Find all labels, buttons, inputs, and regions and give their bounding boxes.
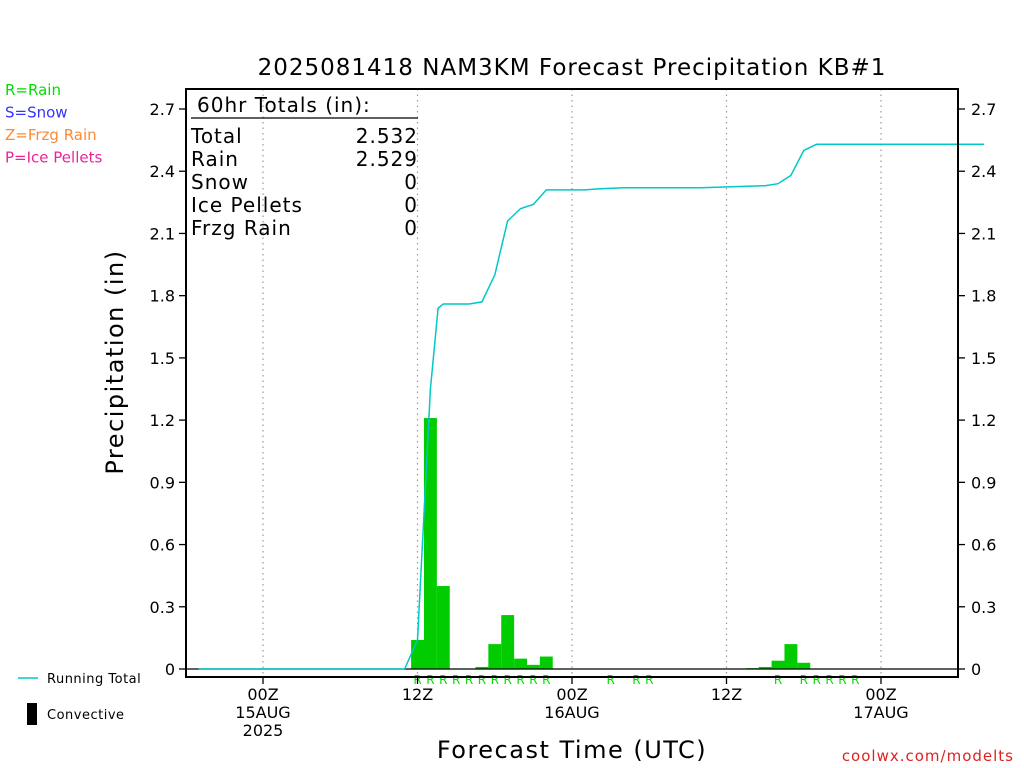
x-tick-label-0-1: 15AUG — [235, 703, 290, 722]
credit-text: coolwx.com/modelts — [842, 747, 1014, 765]
series-legend: Running Total Convective — [18, 672, 141, 725]
precip-type-marks: RRRRRRRRRRRRRRRRRRRR — [413, 673, 859, 687]
y-tick-label-right-3: 0.9 — [971, 473, 996, 492]
precip-type-mark-17: R — [825, 673, 833, 687]
precip-bar-5 — [475, 666, 489, 669]
y-tick-label-left-2: 0.6 — [150, 536, 175, 555]
running-total-series — [198, 143, 984, 670]
y-tick-label-right-1: 0.3 — [971, 598, 996, 617]
x-tick-label-4-0: 00Z — [865, 685, 896, 704]
precip-bar-18 — [784, 644, 798, 669]
precip-type-mark-12: R — [632, 673, 640, 687]
precip-type-mark-1: R — [426, 673, 434, 687]
totals-box: 60hr Totals (in): Total 2.532 Rain 2.529 Sno… — [190, 93, 418, 240]
x-axis-title: Forecast Time (UTC) — [437, 736, 707, 764]
precip-type-mark-19: R — [851, 673, 859, 687]
totals-label-1: Rain — [191, 147, 239, 171]
running-total-line — [198, 143, 984, 670]
legend-label-0: Running Total — [47, 672, 141, 687]
y-tick-label-right-4: 1.2 — [971, 411, 996, 430]
x-tick-label-2-1: 16AUG — [544, 703, 599, 722]
y-tick-label-left-6: 1.8 — [150, 287, 175, 306]
y-tick-label-right-8: 2.4 — [971, 162, 996, 181]
totals-rows: Total 2.532 Rain 2.529 Snow 0 Ice Pellets 0 Frzg… — [190, 124, 418, 240]
precip-bar-8 — [514, 658, 527, 669]
totals-header: 60hr Totals (in): — [197, 93, 371, 117]
y-tick-label-right-5: 1.5 — [971, 349, 996, 368]
precip-bar-9 — [526, 664, 540, 669]
precip-type-mark-18: R — [838, 673, 846, 687]
precip-type-mark-7: R — [503, 673, 511, 687]
chart-title: 2025081418 NAM3KM Forecast Precipitation… — [258, 55, 887, 81]
totals-value-4: 0 — [404, 216, 418, 240]
precip-type-mark-2: R — [439, 673, 447, 687]
precip-type-legend-0: R=Rain — [5, 81, 61, 99]
totals-label-0: Total — [190, 124, 243, 148]
totals-value-1: 2.529 — [356, 147, 418, 171]
bar-series — [411, 418, 811, 670]
precip-bar-7 — [501, 615, 515, 669]
precip-bar-17 — [771, 660, 785, 669]
y-tick-label-right-0: 0 — [971, 660, 981, 679]
x-tick-label-0-2: 2025 — [243, 721, 284, 740]
y-tick-label-left-4: 1.2 — [150, 411, 175, 430]
precip-type-mark-14: R — [774, 673, 782, 687]
precip-type-legend-2: Z=Frzg Rain — [5, 126, 97, 144]
totals-value-0: 2.532 — [356, 124, 418, 148]
totals-label-2: Snow — [191, 170, 249, 194]
y-tick-label-left-0: 0 — [165, 660, 175, 679]
precip-type-mark-5: R — [478, 673, 486, 687]
totals-value-3: 0 — [404, 193, 418, 217]
precip-bar-16 — [758, 666, 772, 669]
y-tick-label-right-9: 2.7 — [971, 100, 996, 119]
precip-type-mark-4: R — [465, 673, 473, 687]
y-tick-label-right-7: 2.1 — [971, 224, 996, 243]
legend-label-1: Convective — [47, 708, 125, 723]
precip-type-legend: R=Rain S=Snow Z=Frzg Rain P=Ice Pellets — [5, 81, 102, 167]
x-tick-label-4-1: 17AUG — [853, 703, 908, 722]
grid-lines — [262, 89, 882, 677]
precip-bar-6 — [488, 644, 502, 669]
y-tick-label-left-9: 2.7 — [150, 100, 175, 119]
totals-label-4: Frzg Rain — [191, 216, 292, 240]
totals-label-3: Ice Pellets — [191, 193, 303, 217]
precip-type-mark-3: R — [452, 673, 460, 687]
x-tick-label-2-0: 00Z — [556, 685, 587, 704]
y-tick-label-left-7: 2.1 — [150, 224, 175, 243]
precip-bar-1 — [423, 418, 437, 669]
precip-type-mark-9: R — [529, 673, 537, 687]
x-tick-label-1-0: 12Z — [402, 685, 433, 704]
precip-type-mark-11: R — [606, 673, 614, 687]
precip-type-mark-16: R — [812, 673, 820, 687]
y-tick-label-left-8: 2.4 — [150, 162, 175, 181]
y-tick-label-left-3: 0.9 — [150, 473, 175, 492]
precip-type-mark-6: R — [491, 673, 499, 687]
precip-bar-19 — [797, 662, 811, 669]
y-tick-label-left-5: 1.5 — [150, 349, 175, 368]
precip-type-legend-3: P=Ice Pellets — [5, 149, 102, 167]
y-tick-label-right-6: 1.8 — [971, 287, 996, 306]
x-tick-label-3-0: 12Z — [711, 685, 742, 704]
precip-type-mark-13: R — [645, 673, 653, 687]
precip-bar-10 — [539, 656, 553, 669]
precip-type-mark-8: R — [516, 673, 524, 687]
precip-type-legend-1: S=Snow — [5, 104, 68, 122]
precip-type-mark-15: R — [800, 673, 808, 687]
y-tick-label-left-1: 0.3 — [150, 598, 175, 617]
totals-value-2: 0 — [404, 170, 418, 194]
y-axis-ticks: 0 00.3 0.30.6 0.60.9 0.91.2 1.21.5 1.51.8 1.82.… — [150, 100, 997, 679]
precip-bar-2 — [436, 586, 450, 669]
x-tick-label-0-0: 00Z — [247, 685, 278, 704]
precip-bar-0 — [411, 639, 424, 669]
y-tick-label-right-2: 0.6 — [971, 536, 996, 555]
precip-type-mark-10: R — [542, 673, 550, 687]
legend-swatch-1 — [27, 703, 37, 725]
y-axis-title: Precipitation (in) — [101, 249, 129, 474]
